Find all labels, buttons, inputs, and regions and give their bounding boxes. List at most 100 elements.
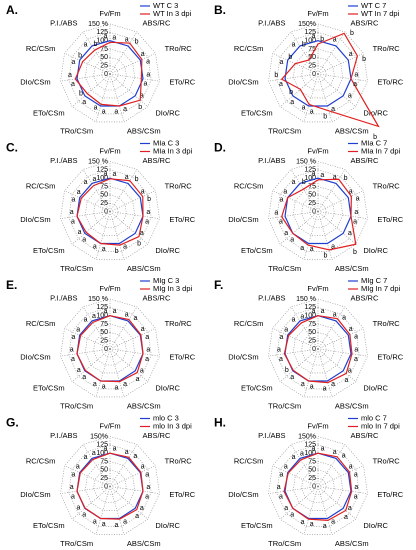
significance-letter: a <box>353 218 357 225</box>
r-tick-label: 25 <box>100 63 108 70</box>
axis-label: P.I./ABS <box>258 156 285 165</box>
axis-label: DIo/CSm <box>228 353 258 362</box>
significance-letter: a <box>70 209 74 216</box>
significance-letter: a <box>311 445 315 452</box>
significance-letter: a <box>349 188 353 195</box>
axis-label: DIo/RC <box>155 383 180 392</box>
grid-ring <box>309 202 327 220</box>
r-tick-label: 125 <box>304 29 316 36</box>
significance-letter: a <box>331 106 335 113</box>
r-tick-label: 100 <box>96 175 108 182</box>
axis-label: ETo/CSm <box>241 383 273 392</box>
spoke <box>64 465 111 487</box>
significance-letter: a <box>72 334 76 341</box>
r-tick-label: 0 <box>312 483 316 490</box>
legend-label: MIg In 3 dpi <box>153 284 193 293</box>
significance-letter: a <box>102 521 106 528</box>
r-tick-label: 125 <box>96 29 108 36</box>
axis-label: DIo/RC <box>155 521 180 530</box>
significance-letter: a <box>82 512 86 519</box>
grid-ring <box>60 298 160 398</box>
axis-label: RC/CSm <box>234 44 264 53</box>
significance-letter: a <box>279 356 283 363</box>
axis-label: RC/CSm <box>26 44 56 53</box>
r-tick-label: 75 <box>308 321 316 328</box>
significance-letter: a <box>94 105 98 112</box>
spoke <box>72 486 111 520</box>
spoke <box>72 348 111 382</box>
significance-letter: a <box>342 452 346 459</box>
spoke <box>303 348 319 398</box>
spoke <box>109 31 138 75</box>
axis-label: TRo/RC <box>373 457 401 466</box>
panel-label: F. <box>214 278 223 292</box>
spoke <box>109 211 148 245</box>
panel-label: D. <box>214 141 226 155</box>
spoke <box>60 211 111 219</box>
axis-label: TRo/CSm <box>60 539 93 548</box>
spoke <box>317 52 364 75</box>
significance-letter: a <box>300 245 304 252</box>
significance-letter: b <box>289 89 293 96</box>
r-tick-label: 125 <box>96 442 108 449</box>
significance-letter: a <box>292 454 296 461</box>
axis-label: ETo/CSm <box>33 521 65 530</box>
significance-letter: a <box>136 376 140 383</box>
r-tick-label: 0 <box>104 71 108 78</box>
axis-label: DIo/CSm <box>20 353 50 362</box>
significance-letter: a <box>302 105 306 112</box>
significance-letter: a <box>292 41 296 48</box>
r-tick-label: 125 <box>304 442 316 449</box>
significance-letter: a <box>77 505 81 512</box>
significance-letter: a <box>114 522 118 529</box>
axis-label: DIo/RC <box>363 246 388 255</box>
significance-letter: a <box>72 197 76 204</box>
significance-letter: a <box>333 36 337 43</box>
spoke <box>272 190 319 212</box>
significance-letter: a <box>125 36 129 43</box>
series-line <box>76 452 144 520</box>
significance-letter: a <box>354 493 358 500</box>
significance-letter: a <box>103 308 107 315</box>
spoke <box>317 73 356 107</box>
spoke <box>272 465 319 487</box>
series-line <box>280 32 380 128</box>
significance-letter: b <box>288 54 292 61</box>
legend-label: mlo C 3 <box>153 413 179 422</box>
significance-letter: a <box>280 334 284 341</box>
axis-label: P.I./ABS <box>50 294 77 303</box>
axis-label: ETo/RC <box>169 353 195 362</box>
significance-letter: a <box>102 246 106 253</box>
axis-label: P.I./ABS <box>50 19 77 28</box>
spoke <box>290 444 319 487</box>
axis-label: RC/CSm <box>234 457 264 466</box>
grid-ring <box>268 436 368 535</box>
significance-letter: b <box>373 134 377 141</box>
spoke <box>109 73 148 107</box>
grid-ring <box>68 169 152 252</box>
axis-label: ABS/RC <box>350 294 379 303</box>
grid-ring <box>68 444 152 527</box>
significance-letter: a <box>84 454 88 461</box>
significance-letter: a <box>84 179 88 186</box>
axis-label: ETo/RC <box>377 353 403 362</box>
r-tick-label: 150% <box>298 21 316 28</box>
significance-letter: a <box>301 519 305 526</box>
significance-letter: a <box>348 367 352 374</box>
significance-letter: a <box>82 99 86 106</box>
r-tick-label: 0 <box>104 346 108 353</box>
legend-label: mlo In 7 dpi <box>361 421 400 430</box>
significance-letter: a <box>123 106 127 113</box>
axis-label: Fv/Fm <box>99 421 120 430</box>
spoke <box>109 348 125 398</box>
axis-label: Fv/Fm <box>99 146 120 155</box>
grid-ring <box>68 32 152 115</box>
legend-label: MIa In 3 dpi <box>153 146 193 155</box>
legend-label: WT C 3 <box>153 1 178 10</box>
r-tick-label: 75 <box>100 183 108 190</box>
spoke <box>317 73 368 82</box>
r-tick-label: 75 <box>308 183 316 190</box>
significance-letter: a <box>290 374 294 381</box>
axis-label: ABS/RC <box>142 19 171 28</box>
spoke <box>109 486 160 494</box>
